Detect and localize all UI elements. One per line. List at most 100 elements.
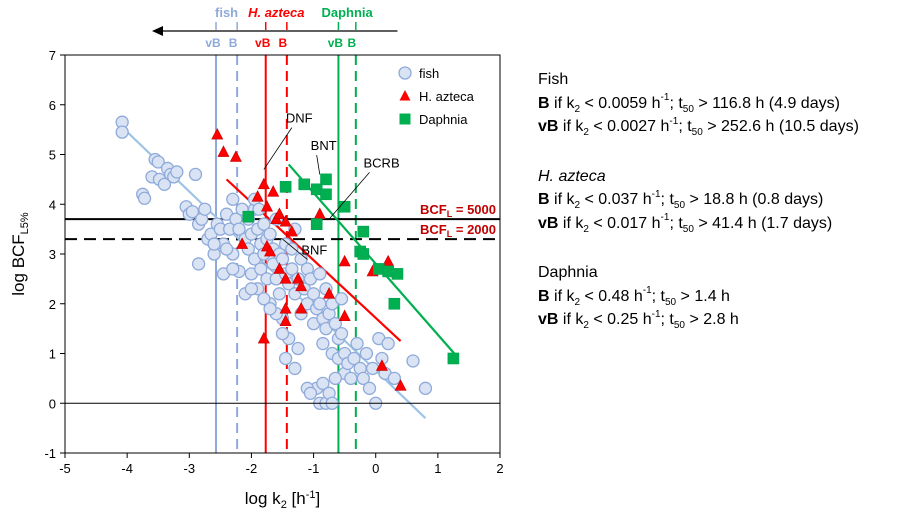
point-azteca [251,190,264,202]
annotation-bnf: BNF [301,242,327,257]
point-fish [316,376,330,391]
point-fish [306,287,321,301]
point-fish [188,167,203,182]
criteria-notes: Fish B if k2 < 0.0059 h-1; t50 > 116.8 h… [538,68,898,358]
point-azteca [279,314,292,326]
point-fish [334,292,349,306]
point-azteca [229,150,242,162]
point-azteca [236,237,249,249]
x-tick-label: -2 [246,461,258,476]
point-azteca [285,224,298,237]
point-fish [347,351,361,366]
x-tick-label: 2 [496,461,503,476]
point-daphnia [242,210,255,223]
point-fish [303,386,318,400]
point-azteca [323,287,336,299]
point-fish [198,202,212,216]
label-bcfl-2000: BCFL = 2000 [420,222,496,239]
y-tick-label: 1 [49,347,56,362]
point-fish [275,326,290,341]
header-fish-label: fish [215,5,238,20]
notes-fish: Fish B if k2 < 0.0059 h-1; t50 > 116.8 h… [538,68,898,139]
legend-marker-daphnia [399,113,411,125]
point-fish [328,316,342,331]
x-tick-label: 0 [372,461,379,476]
point-fish [328,371,342,386]
legend-marker-fish [398,66,412,80]
y-tick-label: 5 [49,148,56,163]
notes-azteca: H. azteca B if k2 < 0.037 h-1; t50 > 18.… [538,165,898,236]
annotation-dnf: DNF [286,111,313,126]
point-fish [359,346,374,361]
point-azteca [267,185,280,197]
notes-daphnia-b: B if k2 < 0.48 h-1; t50 > 1.4 h [538,285,730,308]
point-fish [406,354,420,368]
point-azteca [394,379,407,391]
point-fish [313,297,327,311]
point-fish [226,192,240,206]
point-fish [275,252,290,266]
header-azteca-b-label: B [279,36,288,50]
point-daphnia [320,173,332,186]
point-fish [254,262,268,276]
point-azteca [279,215,292,227]
y-tick-label: 3 [49,247,56,262]
point-fish [381,336,395,351]
header-daphnia-vb-label: vB [328,36,344,50]
point-fish [278,351,293,366]
y-tick-label: 4 [49,197,56,212]
point-fish [185,205,200,219]
point-fish [137,191,152,205]
point-azteca [375,359,388,371]
point-fish [244,282,259,296]
annotations: BCFL = 5000 BCFL = 2000 DNF BNT BCRB BNF [263,111,496,260]
notes-azteca-vb: vB if k2 < 0.017 h-1; t50 > 41.4 h (1.7 … [538,212,833,235]
x-tick-label: 1 [434,461,441,476]
y-axis-label: log BCFL5% [9,212,31,296]
point-fish [257,292,271,306]
point-fish [219,242,234,256]
point-azteca [338,309,351,321]
legend: fish H. azteca Daphnia [398,66,475,127]
pointer-bnt [316,154,321,175]
point-azteca [313,207,326,219]
annotation-bcrb: BCRB [364,155,400,170]
x-tick-label: -1 [308,461,320,476]
point-azteca [217,145,230,157]
header-azteca-label: H. azteca [248,5,304,20]
point-daphnia [357,248,370,260]
point-azteca [273,262,286,274]
y-tick-label: 2 [49,297,56,312]
x-axis-label: log k2 [h-1] [245,489,320,511]
point-daphnia [310,218,323,230]
annotation-bnt: BNT [311,138,337,153]
legend-label-0: fish [419,66,439,81]
point-fish [157,177,172,192]
point-fish [115,125,129,139]
notes-daphnia-title: Daphnia [538,264,598,281]
point-fish [272,287,287,301]
header-fish-b-label: B [229,36,238,50]
point-daphnia [320,188,332,201]
point-fish [263,227,277,241]
point-fish [207,237,221,251]
point-fish [316,336,330,351]
point-azteca [273,207,286,219]
point-fish [170,165,184,179]
point-fish [362,381,377,395]
point-fish [365,361,380,376]
x-tick-label: -3 [184,461,196,476]
point-fish [263,302,277,316]
notes-fish-b: B if k2 < 0.0059 h-1; t50 > 116.8 h (4.9… [538,92,840,115]
series-daphnia [242,173,460,365]
point-daphnia [298,178,311,191]
header-daphnia-label: Daphnia [321,5,373,20]
point-fish [151,155,165,169]
x-tick-label: -4 [121,461,133,476]
point-fish [344,371,358,386]
label-bcfl-5000: BCFL = 5000 [420,202,496,219]
y-tick-label: 6 [49,98,56,113]
point-fish [257,217,271,231]
point-azteca [338,254,351,267]
